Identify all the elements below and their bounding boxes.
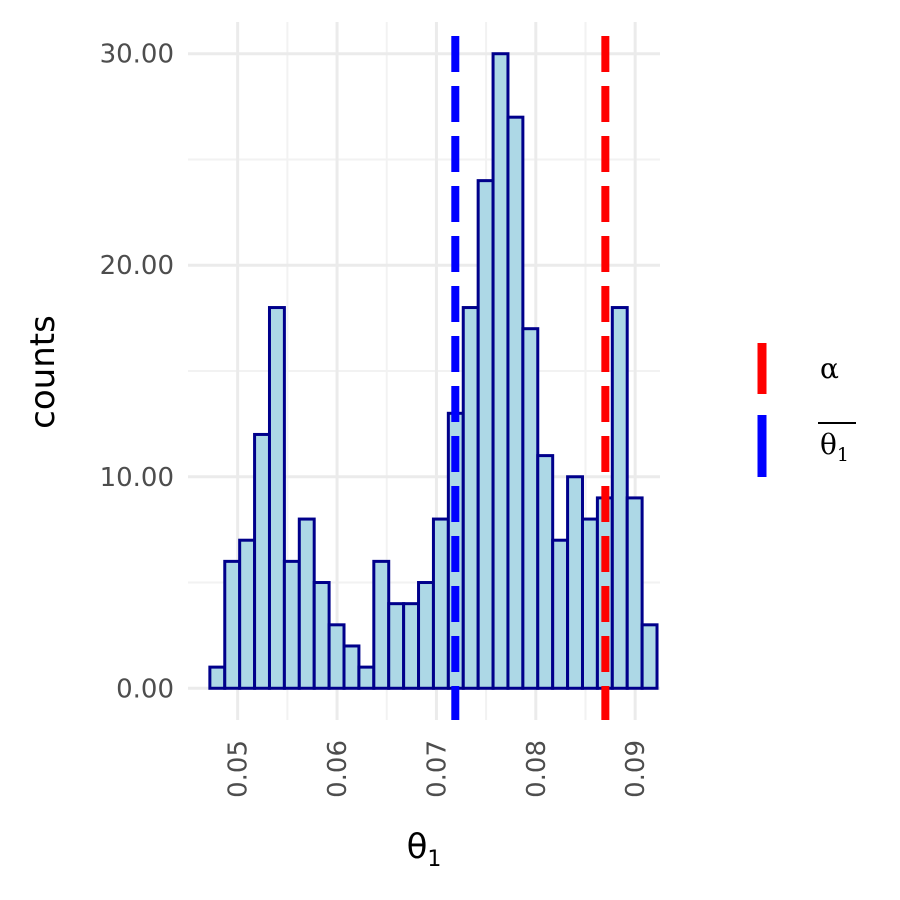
x-axis-tick-labels: 0.05 0.06 0.07 0.08 0.09 (224, 740, 651, 798)
histogram-bar (431, 517, 450, 690)
y-axis-title: counts (23, 315, 63, 429)
histogram-bar (208, 665, 227, 690)
histogram-bar (312, 581, 331, 690)
y-tick-label: 30.00 (100, 40, 174, 70)
histogram-bar (640, 623, 659, 690)
histogram-bar (402, 602, 421, 690)
histogram-bar (282, 559, 301, 690)
x-axis-title: θ1 (407, 827, 442, 872)
legend: α θ1 (757, 343, 856, 477)
histogram-bar (580, 517, 599, 690)
legend-label-theta-symbol: θ (820, 428, 837, 461)
histogram-bar (417, 581, 435, 690)
x-tick-label: 0.08 (522, 740, 552, 798)
histogram-bar (506, 115, 525, 690)
x-tick-label: 0.05 (224, 740, 254, 798)
histogram-bar (372, 559, 391, 690)
histogram-bar (223, 559, 242, 690)
y-axis-tick-labels: 0.00 10.00 20.00 30.00 (100, 40, 174, 705)
histogram-bar (610, 306, 629, 690)
histogram-bar (327, 623, 346, 690)
histogram-bar (476, 179, 495, 690)
histogram-bar (297, 517, 316, 690)
y-tick-label: 0.00 (116, 674, 174, 704)
x-axis-title-symbol: θ (407, 827, 428, 867)
histogram-bar (342, 644, 361, 690)
histogram-bar (625, 496, 644, 690)
histogram-bar (461, 306, 480, 690)
histogram-bar (238, 538, 257, 690)
x-tick-label: 0.06 (323, 740, 353, 798)
legend-label-alpha: α (820, 352, 839, 385)
histogram-bar (566, 475, 584, 690)
histogram-bar (521, 327, 540, 690)
histogram-bar (267, 306, 286, 690)
legend-label-theta-bar: θ1 (820, 428, 849, 466)
histogram-bar (357, 665, 376, 690)
y-tick-label: 10.00 (100, 463, 174, 493)
reference-lines (451, 36, 610, 720)
histogram-bar (253, 432, 271, 690)
y-tick-label: 20.00 (100, 251, 174, 281)
x-tick-label: 0.09 (621, 740, 651, 798)
x-tick-label: 0.07 (422, 740, 452, 798)
histogram-bar (387, 602, 406, 690)
histogram-bar (491, 52, 510, 690)
histogram-bar (536, 454, 555, 690)
histogram-bar (551, 538, 570, 690)
legend-label-theta-subscript: 1 (837, 444, 849, 466)
x-axis-title-subscript: 1 (427, 847, 441, 872)
